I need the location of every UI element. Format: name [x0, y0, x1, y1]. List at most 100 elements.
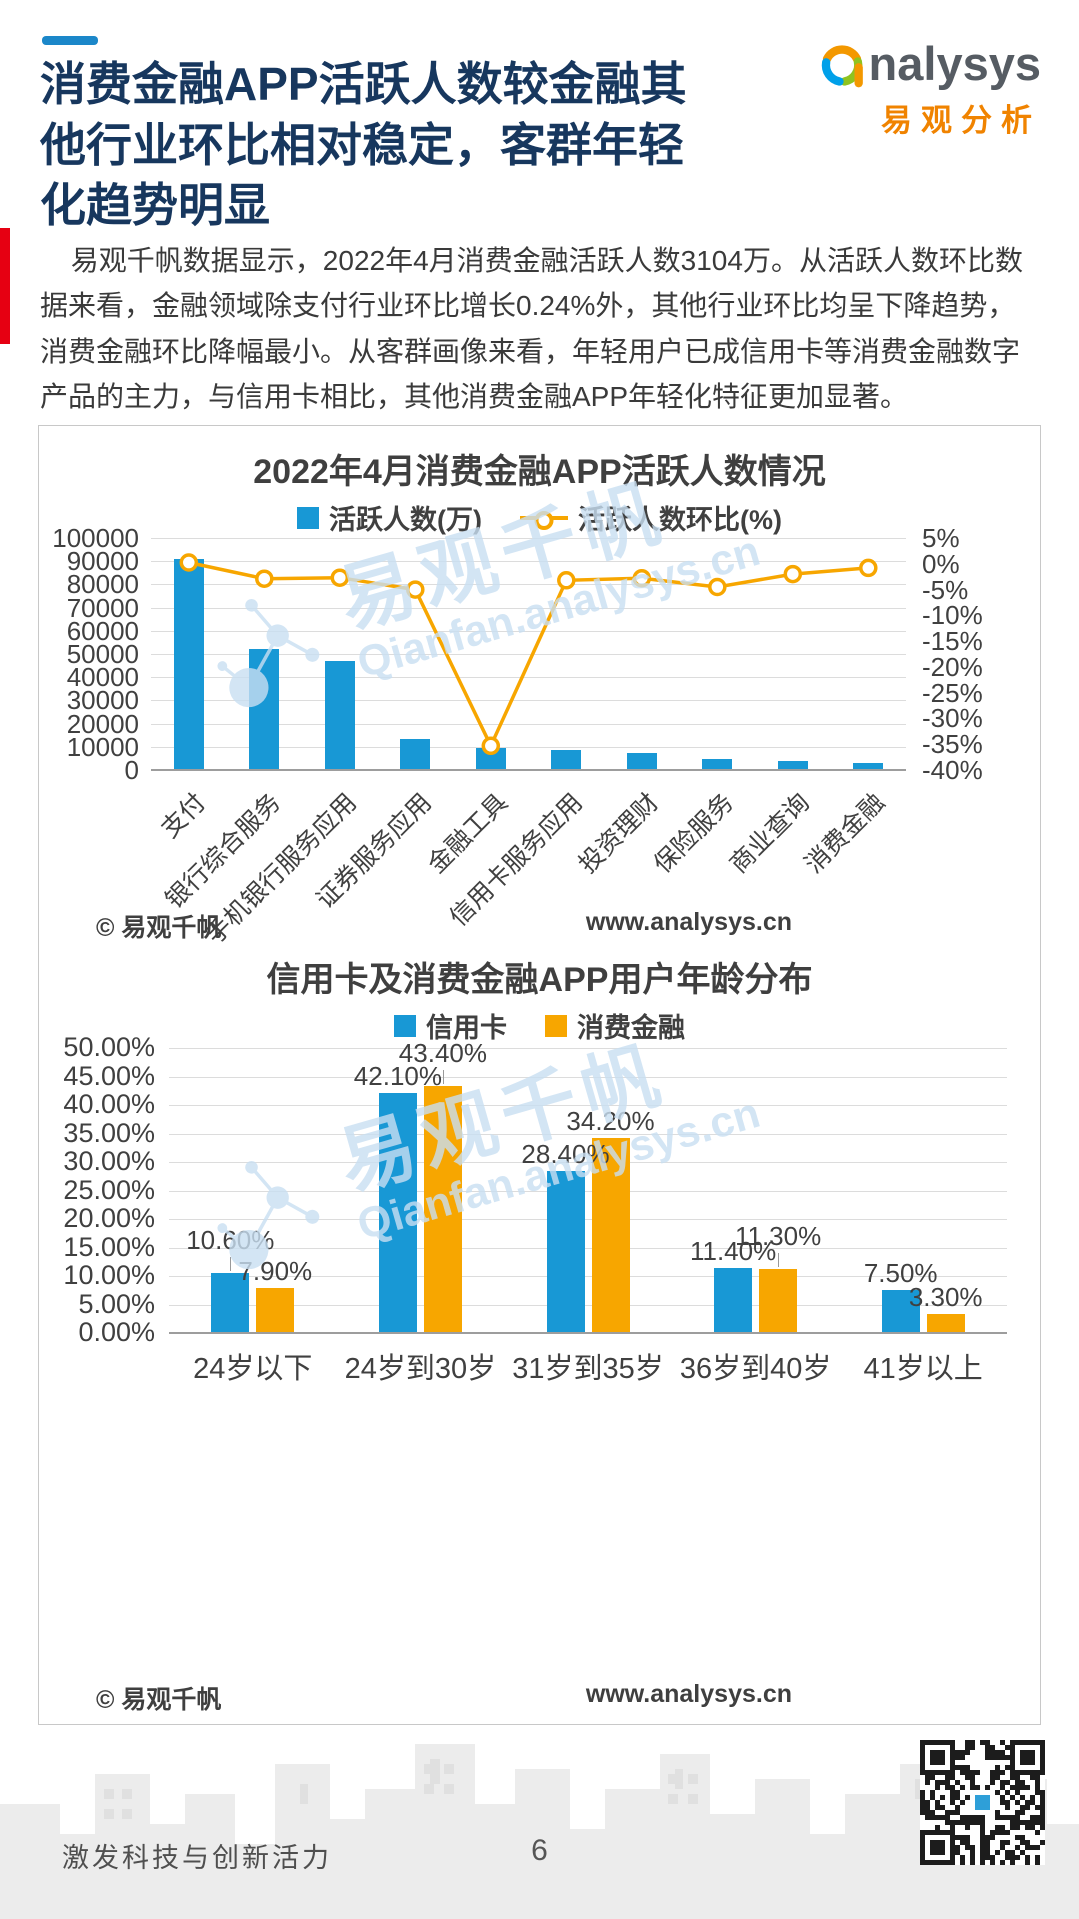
qr-code-pattern: [920, 1740, 1045, 1865]
gridline: [151, 700, 906, 702]
secondary-y-tick-label: 5%: [922, 523, 960, 553]
y-axis-tick-label: 0.00%: [78, 1317, 155, 1347]
secondary-y-tick-label: -5%: [922, 574, 969, 605]
chart-active-users-section: 易观千帆 Qianfan.analysys.cn 2022年4月消费金融APP活…: [39, 426, 1040, 950]
legend-item-credit-card: 信用卡: [394, 1006, 507, 1045]
x-axis-line: [151, 769, 906, 771]
y-axis-tick-label: 10000: [66, 731, 139, 762]
bar-consumer-finance: [256, 1288, 295, 1333]
combo-chart-plot: 0 10000 20000 30000 40000 50000 60000 70000 8000…: [52, 524, 982, 950]
data-label: 3.30%: [908, 1282, 983, 1313]
gridline: [169, 1304, 1007, 1306]
secondary-y-tick-label: -35%: [922, 729, 983, 760]
y-axis-tick-label: 5.00%: [78, 1288, 155, 1319]
left-red-strip: [0, 228, 10, 344]
x-category-label: 24岁以下: [193, 1353, 313, 1385]
x-category-label: 31岁到35岁: [512, 1353, 664, 1385]
gridline: [151, 561, 906, 563]
legend-label: 信用卡: [426, 1013, 507, 1043]
secondary-y-tick-label: -40%: [922, 755, 983, 785]
x-category-label: 投资理财: [573, 788, 664, 879]
bar-active-users: [551, 750, 582, 770]
chart1-footer: © 易观千帆 www.analysys.cn: [96, 908, 792, 944]
chart1-title: 2022年4月消费金融APP活跃人数情况: [253, 453, 826, 491]
bar-active-users: [475, 748, 506, 770]
data-label: 43.40%: [398, 1037, 487, 1068]
bar-credit-card: [378, 1093, 417, 1333]
qr-code: [920, 1740, 1045, 1865]
mom-change-line-series: [179, 553, 878, 756]
line-marker: [783, 564, 803, 584]
x-category-label: 24岁到30岁: [344, 1353, 497, 1385]
gridline: [169, 1276, 1007, 1277]
bar-credit-card: [211, 1272, 250, 1333]
legend-label: 活跃人数(万): [329, 505, 482, 535]
gridline: [151, 607, 906, 609]
chart-age-distribution-section: 易观千帆 Qianfan.analysys.cn 信用卡及消费金融APP用户年龄…: [39, 938, 1040, 1726]
line-path: [188, 560, 869, 750]
line-marker: [708, 577, 727, 597]
line-marker: [330, 568, 350, 587]
y-axis-tick-label: 40.00%: [63, 1089, 155, 1119]
legend-line-swatch: [519, 515, 568, 520]
line-marker: [255, 569, 274, 588]
gridline: [151, 654, 906, 655]
data-label: 11.40%: [689, 1236, 777, 1266]
gridline: [169, 1105, 1007, 1106]
page-title: 消费金融APP活跃人数较金融其他行业环比相对稳定，客群年轻化趋势明显: [40, 58, 687, 232]
bar-active-users: [853, 762, 884, 770]
x-category-label: 36岁到40岁: [679, 1353, 832, 1385]
bar-active-users: [173, 558, 204, 770]
secondary-y-tick-label: -25%: [922, 677, 983, 708]
site-url[interactable]: www.analysys.cn: [585, 908, 792, 936]
data-label: 7.50%: [863, 1258, 938, 1289]
logo-text-en: nalysys: [868, 37, 1041, 90]
bar-active-users: [702, 759, 733, 770]
legend-item-mom-change: 活跃人数环比(%): [519, 498, 782, 537]
gridline: [151, 630, 906, 632]
legend-item-consumer-finance: 消费金融: [545, 1006, 685, 1045]
bar-credit-card: [714, 1268, 753, 1333]
line-marker: [632, 568, 652, 588]
y-axis-tick-label: 70000: [66, 592, 139, 623]
legend-item-active-users: 活跃人数(万): [297, 498, 482, 537]
bar-credit-card: [546, 1171, 585, 1333]
analysys-logo-wordmark: nalysys: [817, 36, 1041, 91]
y-axis-tick-label: 30.00%: [63, 1146, 155, 1176]
bar-credit-card: [881, 1290, 920, 1333]
bar-active-users: [324, 661, 355, 770]
y-axis-tick-label: 0: [124, 755, 139, 785]
legend-bar-swatch: [545, 1014, 567, 1037]
charts-panel: 易观千帆 Qianfan.analysys.cn 2022年4月消费金融APP活…: [38, 425, 1041, 1725]
gridline: [151, 723, 906, 725]
chart2-footer: © 易观千帆 www.analysys.cn: [96, 1680, 792, 1716]
x-category-label: 支付: [155, 788, 211, 844]
y-axis-tick-label: 35.00%: [63, 1117, 155, 1148]
x-category-label: 商业查询: [724, 788, 815, 879]
y-axis-tick-label: 80000: [66, 569, 139, 600]
logo-text-cn: 易观分析: [881, 103, 1041, 138]
bar-consumer-finance: [926, 1314, 965, 1333]
secondary-y-tick-label: -20%: [922, 651, 983, 682]
gridline: [151, 677, 906, 679]
gridline: [169, 1162, 1007, 1163]
chart2-title: 信用卡及消费金融APP用户年龄分布: [266, 961, 813, 999]
site-url[interactable]: www.analysys.cn: [585, 1680, 792, 1708]
gridline: [169, 1247, 1007, 1249]
bar-consumer-finance: [759, 1268, 798, 1333]
y-axis-tick-label: 15.00%: [63, 1231, 155, 1262]
y-axis-tick-label: 20.00%: [63, 1203, 155, 1233]
secondary-y-tick-label: -10%: [922, 600, 983, 631]
y-axis-tick-label: 60000: [66, 615, 139, 646]
grouped-bar-plot: 0.00% 5.00% 10.00% 15.00% 20.00% 25.00% 30.00%…: [63, 1033, 1007, 1385]
line-marker: [406, 580, 425, 599]
legend-bar-swatch: [297, 506, 319, 529]
page-number: 6: [531, 1834, 548, 1867]
bar-active-users: [777, 760, 808, 770]
x-category-label: 保险服务: [648, 788, 740, 879]
data-label: 11.30%: [734, 1220, 822, 1251]
y-axis-tick-label: 50000: [66, 639, 139, 669]
y-axis-tick-label: 10.00%: [63, 1260, 155, 1290]
city-skyline-decoration: [0, 1744, 1079, 1919]
bar-active-users: [400, 738, 431, 770]
